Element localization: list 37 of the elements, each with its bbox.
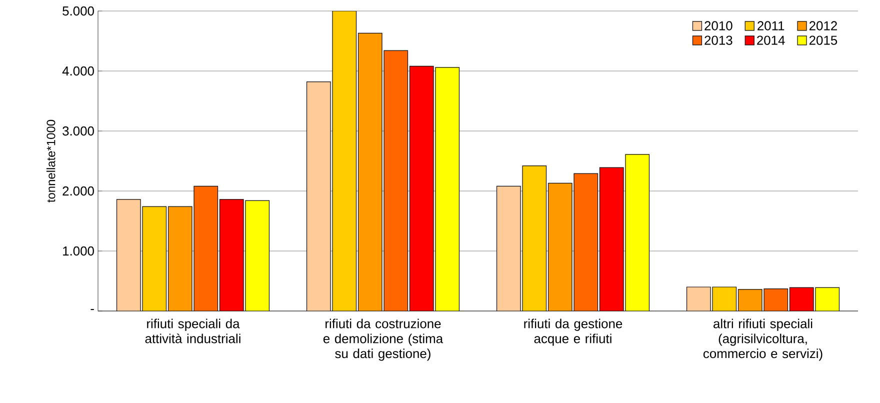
bar (574, 174, 598, 311)
y-tick-label: - (90, 309, 94, 310)
legend-label: 2012 (809, 21, 837, 30)
bar (358, 33, 382, 311)
bar (116, 199, 141, 311)
bar (625, 154, 650, 311)
x-tick-label: altri rifiuti speciali (agrisilvicoltura, commercio e servizi) (703, 318, 822, 361)
y-axis-title: tonnellate*1000 (46, 120, 56, 202)
bar (306, 82, 331, 311)
bar (194, 186, 218, 311)
legend-label: 2010 (704, 21, 732, 30)
legend-label: 2013 (704, 36, 732, 45)
legend-label: 2015 (809, 36, 838, 45)
bar (245, 200, 270, 311)
bar (220, 199, 244, 311)
x-tick-label: rifiuti speciali da attività industriali (145, 318, 240, 344)
bar (168, 206, 192, 311)
bar (815, 287, 840, 311)
bar (764, 288, 788, 311)
y-tick-label: 3.000 (62, 126, 94, 136)
y-tick-label: 1.000 (63, 246, 94, 256)
bar (435, 67, 460, 311)
x-tick-label: rifiuti da gestione acque e rifiuti (524, 318, 622, 346)
bar (738, 289, 762, 311)
bar (548, 183, 572, 311)
y-tick-label: 2.000 (62, 186, 94, 196)
bar (410, 66, 434, 311)
bar (686, 286, 711, 311)
bar (496, 186, 521, 311)
x-tick-label: rifiuti da costruzione e demolizione (stima su dati gestione) (323, 318, 444, 361)
bar (600, 168, 624, 311)
y-tick-label: 5.000 (62, 6, 94, 16)
legend-label: 2011 (758, 21, 784, 30)
bar (384, 50, 408, 311)
bar (789, 287, 814, 311)
y-tick-label: 4.000 (62, 66, 94, 76)
legend-label: 2014 (757, 36, 785, 45)
